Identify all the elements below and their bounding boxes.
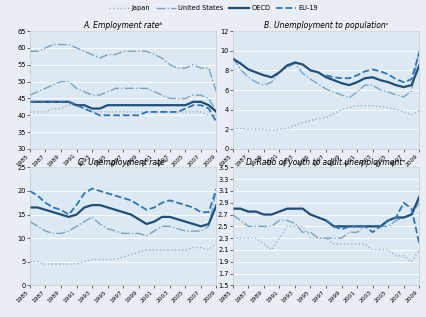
Title: A. Employment rateᵇ: A. Employment rateᵇ [83, 21, 163, 30]
Title: B. Unemployment to populationᶜ: B. Unemployment to populationᶜ [263, 21, 387, 30]
Title: C. Unemployment rateᵈ: C. Unemployment rateᵈ [78, 158, 168, 167]
Title: D. Ratio of youth to adult unemploymentᵉ: D. Ratio of youth to adult unemploymentᵉ [246, 158, 405, 167]
Legend: Japan, United States, OECD, EU-19: Japan, United States, OECD, EU-19 [109, 5, 317, 11]
